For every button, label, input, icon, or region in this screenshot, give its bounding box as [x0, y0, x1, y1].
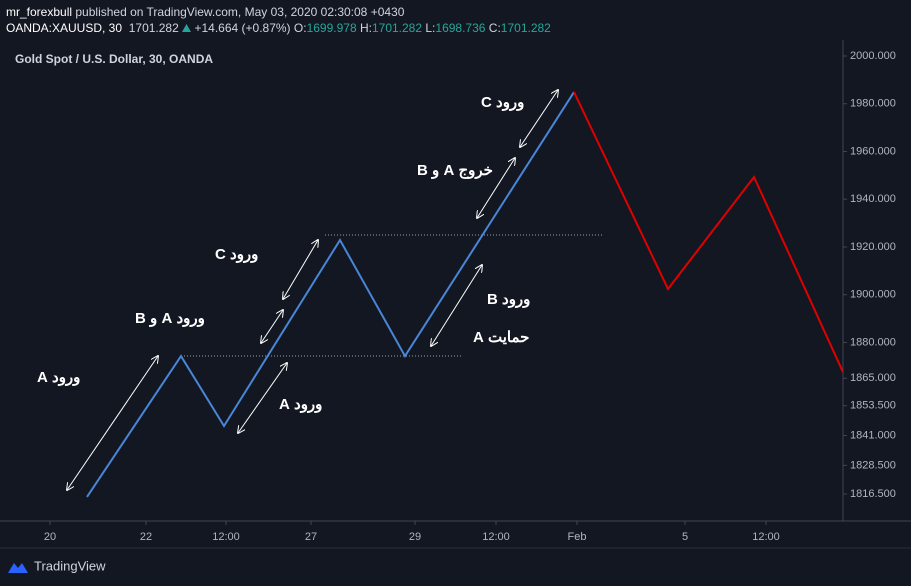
brand: TradingView: [34, 558, 106, 573]
x-tick-label: Feb: [568, 531, 587, 543]
last: 1701.282: [128, 21, 179, 35]
annotation-arrow: [431, 265, 482, 346]
annotation-arrow: [477, 158, 515, 218]
header: mr_forexbull published on TradingView.co…: [6, 4, 551, 36]
annotation: ورود C: [215, 246, 258, 263]
y-tick-label: 1865.000: [850, 372, 896, 384]
y-tick-label: 1900.000: [850, 289, 896, 301]
y-tick-label: 1920.000: [850, 241, 896, 253]
ohlc-value: 1701.282: [500, 21, 551, 35]
annotation: خروج A و B: [417, 162, 493, 179]
x-tick-label: 5: [682, 531, 688, 543]
ohlc-value: 1698.736: [435, 21, 486, 35]
y-tick-label: 1853.500: [850, 400, 896, 412]
annotation: ورود C: [481, 94, 524, 111]
y-tick-label: 1841.000: [850, 429, 896, 441]
y-tick-label: 1960.000: [850, 145, 896, 157]
ohlc-value: 1701.282: [371, 21, 423, 35]
x-tick-label: 29: [409, 531, 421, 543]
y-tick-label: 2000.000: [850, 50, 896, 62]
annotation-arrow: [283, 240, 318, 299]
chart-title: Gold Spot / U.S. Dollar, 30, OANDA: [15, 52, 213, 66]
x-tick-label: 22: [140, 531, 152, 543]
published: published on TradingView.com, May 03, 20…: [75, 5, 405, 19]
annotation-arrow: [520, 90, 558, 147]
annotation-arrow: [238, 363, 287, 433]
annotation: ورود B: [487, 291, 530, 308]
y-tick-label: 1816.500: [850, 488, 896, 500]
symbol: OANDA:XAUUSD, 30: [6, 21, 123, 35]
x-tick-label: 12:00: [212, 531, 240, 543]
annotation: حمایت A: [473, 329, 529, 346]
annotation: ورود A: [279, 396, 322, 413]
y-tick-label: 1940.000: [850, 193, 896, 205]
y-tick-label: 1828.500: [850, 459, 896, 471]
tv-logo: [8, 563, 28, 573]
x-tick-label: 27: [305, 531, 317, 543]
x-tick-label: 12:00: [752, 531, 780, 543]
annotation: ورود A و B: [135, 310, 205, 327]
x-tick-label: 12:00: [482, 531, 510, 543]
header-line: mr_forexbull published on TradingView.co…: [6, 4, 551, 20]
ohlc: O:1699.978 H:1701.282 L:1698.736 C:1701.…: [294, 21, 551, 35]
price-line: [573, 91, 844, 373]
annotation-arrow: [261, 310, 283, 343]
x-tick-label: 20: [44, 531, 56, 543]
annotation-arrow: [67, 356, 158, 490]
y-tick-label: 1880.000: [850, 336, 896, 348]
ohlc-key: H:: [359, 21, 372, 35]
ohlc-key: C:: [488, 21, 501, 35]
ohlc-value: 1699.978: [306, 21, 357, 35]
up-icon: [182, 24, 192, 32]
annotation: ورود A: [37, 369, 80, 386]
change: +14.664 (+0.87%): [194, 21, 291, 35]
y-tick-label: 1980.000: [850, 98, 896, 110]
ohlc-key: L:: [425, 21, 436, 35]
author: mr_forexbull: [6, 5, 73, 19]
header-line: OANDA:XAUUSD, 30 1701.282 +14.664 (+0.87…: [6, 20, 551, 36]
ohlc-key: O:: [293, 21, 307, 35]
